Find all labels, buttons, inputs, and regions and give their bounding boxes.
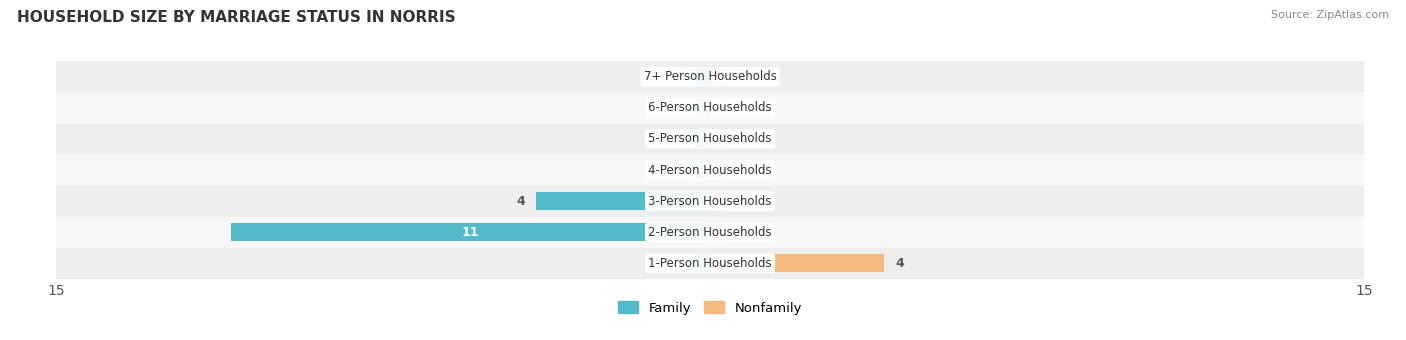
Text: 3-Person Households: 3-Person Households <box>648 194 772 208</box>
Text: 0: 0 <box>737 226 744 239</box>
Bar <box>710 223 725 241</box>
Text: 0: 0 <box>737 70 744 83</box>
Text: 0: 0 <box>676 101 683 114</box>
Text: 0: 0 <box>737 132 744 146</box>
Text: 0: 0 <box>737 164 744 176</box>
Text: 7+ Person Households: 7+ Person Households <box>644 70 776 83</box>
Bar <box>56 154 1364 186</box>
Text: 0: 0 <box>737 194 744 208</box>
Bar <box>710 99 725 117</box>
Bar <box>56 217 1364 248</box>
Text: 4: 4 <box>896 257 904 270</box>
Bar <box>56 92 1364 123</box>
Bar <box>56 248 1364 279</box>
Bar <box>710 161 725 179</box>
Text: 1-Person Households: 1-Person Households <box>648 257 772 270</box>
Bar <box>695 161 710 179</box>
Text: 11: 11 <box>461 226 479 239</box>
Text: 0: 0 <box>676 132 683 146</box>
Bar <box>231 223 710 241</box>
Text: HOUSEHOLD SIZE BY MARRIAGE STATUS IN NORRIS: HOUSEHOLD SIZE BY MARRIAGE STATUS IN NOR… <box>17 10 456 25</box>
Bar <box>695 130 710 148</box>
Text: 0: 0 <box>676 257 683 270</box>
Text: 2-Person Households: 2-Person Households <box>648 226 772 239</box>
Text: 6-Person Households: 6-Person Households <box>648 101 772 114</box>
Bar <box>536 192 710 210</box>
Text: Source: ZipAtlas.com: Source: ZipAtlas.com <box>1271 10 1389 20</box>
Bar <box>56 61 1364 92</box>
Bar <box>710 68 725 86</box>
Text: 0: 0 <box>737 101 744 114</box>
Text: 5-Person Households: 5-Person Households <box>648 132 772 146</box>
Text: 4: 4 <box>516 194 524 208</box>
Bar <box>56 186 1364 217</box>
Legend: Family, Nonfamily: Family, Nonfamily <box>613 296 807 320</box>
Bar <box>710 130 725 148</box>
Bar <box>695 68 710 86</box>
Bar <box>695 254 710 272</box>
Text: 4-Person Households: 4-Person Households <box>648 164 772 176</box>
Text: 0: 0 <box>676 164 683 176</box>
Bar <box>695 99 710 117</box>
Text: 0: 0 <box>676 70 683 83</box>
Bar <box>56 123 1364 154</box>
Bar <box>710 192 725 210</box>
Bar <box>710 254 884 272</box>
